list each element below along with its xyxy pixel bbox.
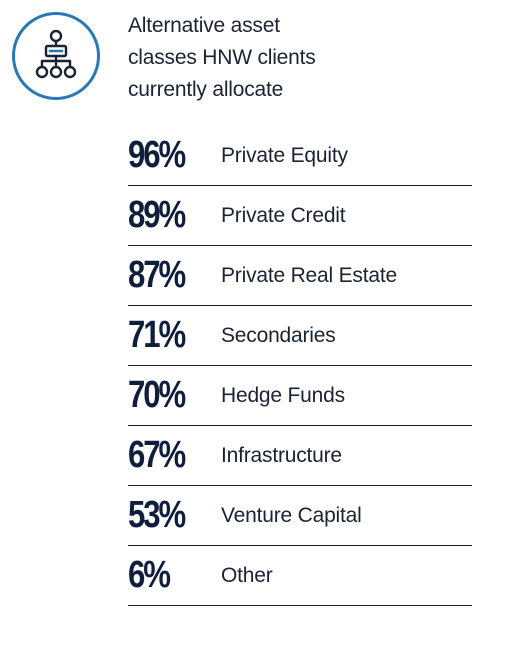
- allocation-row: 53% Venture Capital: [128, 486, 472, 546]
- asset-class-label: Secondaries: [221, 324, 336, 347]
- allocation-row: 6% Other: [128, 546, 472, 606]
- asset-class-label: Private Real Estate: [221, 264, 397, 287]
- hierarchy-icon: [12, 12, 100, 100]
- percentage-value: 89%: [128, 194, 186, 236]
- allocation-row: 89% Private Credit: [128, 186, 472, 246]
- allocation-row: 96% Private Equity: [128, 126, 472, 186]
- allocation-row: 67% Infrastructure: [128, 426, 472, 486]
- asset-class-label: Venture Capital: [221, 504, 362, 527]
- asset-class-label: Private Credit: [221, 204, 346, 227]
- allocation-row: 71% Secondaries: [128, 306, 472, 366]
- asset-class-label: Private Equity: [221, 144, 348, 167]
- percentage-value: 71%: [128, 314, 186, 356]
- percentage-value: 70%: [128, 374, 186, 416]
- asset-class-label: Other: [221, 564, 273, 587]
- asset-class-label: Infrastructure: [221, 444, 342, 467]
- allocation-list: 96% Private Equity 89% Private Credit 87% Pri…: [128, 126, 472, 606]
- percentage-value: 67%: [128, 434, 186, 476]
- percentage-value: 96%: [128, 134, 186, 176]
- chart-title: Alternative asset classes HNW clients cu…: [128, 14, 316, 101]
- header: Alternative asset classes HNW clients cu…: [12, 8, 502, 108]
- allocation-row: 70% Hedge Funds: [128, 366, 472, 426]
- allocation-row: 87% Private Real Estate: [128, 246, 472, 306]
- percentage-value: 53%: [128, 494, 186, 536]
- asset-class-label: Hedge Funds: [221, 384, 345, 407]
- percentage-value: 6%: [128, 554, 171, 596]
- percentage-value: 87%: [128, 254, 186, 296]
